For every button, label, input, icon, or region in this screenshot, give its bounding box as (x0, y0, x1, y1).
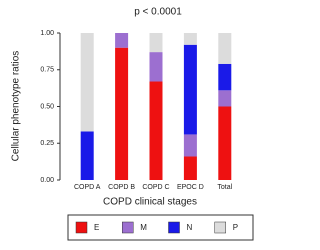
y-axis-label: Cellular phenotype ratios (11, 51, 22, 162)
bar-segment (80, 33, 94, 132)
legend-label: E (94, 223, 99, 232)
bar-segment (218, 33, 232, 64)
legend-label: N (187, 223, 193, 232)
legend-swatch (168, 221, 180, 234)
y-tick-label: 0.00 (40, 177, 54, 184)
x-tick-label: Total (217, 184, 232, 191)
y-tick-label: 0.75 (40, 67, 54, 74)
bar-segment (149, 81, 163, 180)
bar-segment (115, 33, 129, 48)
bar-segment (183, 44, 197, 135)
chart: p < 0.0001 COPD clinical stages Cellular… (11, 7, 254, 241)
bar-segment (80, 131, 94, 180)
bar-segment (183, 134, 197, 157)
bar-segment (218, 63, 232, 91)
bar-segment (115, 47, 129, 181)
x-tick-label: COPD A (74, 184, 101, 191)
y-tick-label: 1.00 (40, 30, 54, 37)
bar-segment (183, 33, 197, 45)
y-tick-label: 0.50 (40, 103, 54, 110)
y-tick-label: 0.25 (40, 140, 54, 147)
bar-segment (149, 52, 163, 82)
x-tick-label: EPOC D (177, 184, 204, 191)
bar-segment (218, 90, 232, 107)
legend-swatch (75, 221, 88, 234)
legend-swatch (214, 221, 226, 234)
legend-swatch (122, 221, 134, 234)
x-tick-label: COPD B (108, 184, 135, 191)
legend-label: M (140, 223, 147, 232)
bar-segment (149, 33, 163, 53)
x-axis-label: COPD clinical stages (103, 197, 197, 208)
chart-title: p < 0.0001 (134, 7, 182, 18)
bar-segment (183, 156, 197, 180)
x-tick-label: COPD C (142, 184, 169, 191)
legend-label: P (233, 223, 238, 232)
bar-segment (218, 106, 232, 180)
